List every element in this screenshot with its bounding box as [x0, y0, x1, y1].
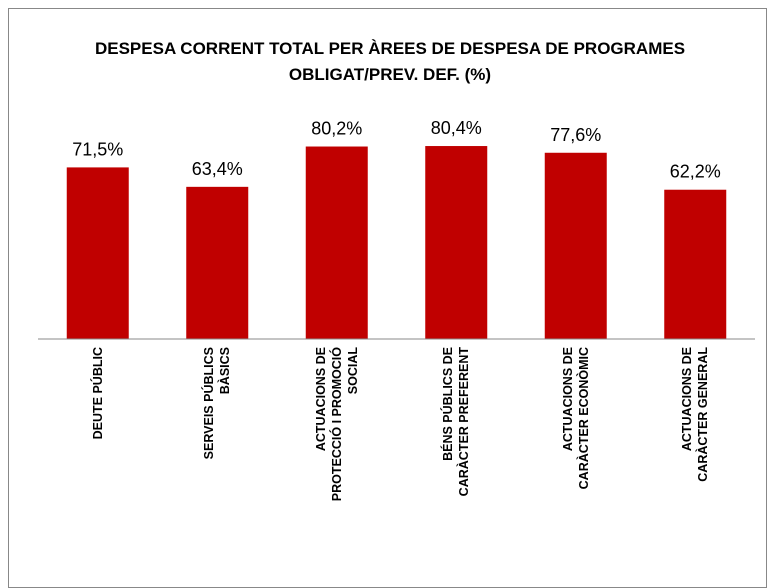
- x-tick-label: ACTUACIONS DE CARÀCTER GENERAL: [680, 347, 711, 482]
- x-tick-label: SERVEIS PÚBLICS BÀSICS: [202, 347, 233, 460]
- bar: [66, 167, 129, 339]
- x-tick-label: BÉNS PÚBLICS DE CARÀCTER PREFERENT: [441, 347, 472, 497]
- value-label: 80,2%: [311, 119, 362, 139]
- value-label: 63,4%: [192, 159, 243, 179]
- x-tick-label: ACTUACIONS DE PROTECCIÓ I PROMOCIÓ SOCIA…: [313, 347, 360, 502]
- chart-title: DESPESA CORRENT TOTAL PER ÀREES DE DESPE…: [94, 39, 686, 84]
- value-label: 71,5%: [72, 139, 123, 159]
- bar: [425, 146, 488, 339]
- value-label: 80,4%: [431, 118, 482, 138]
- x-tick-label: DEUTE PÚBLIC: [90, 347, 105, 440]
- value-label: 62,2%: [670, 162, 721, 182]
- bar: [664, 189, 727, 339]
- bar: [186, 186, 249, 339]
- bar: [305, 146, 368, 339]
- value-label: 77,6%: [550, 125, 601, 145]
- bar: [544, 152, 607, 339]
- x-tick-label: ACTUACIONS DE CARÀCTER ECONÒMIC: [560, 347, 591, 490]
